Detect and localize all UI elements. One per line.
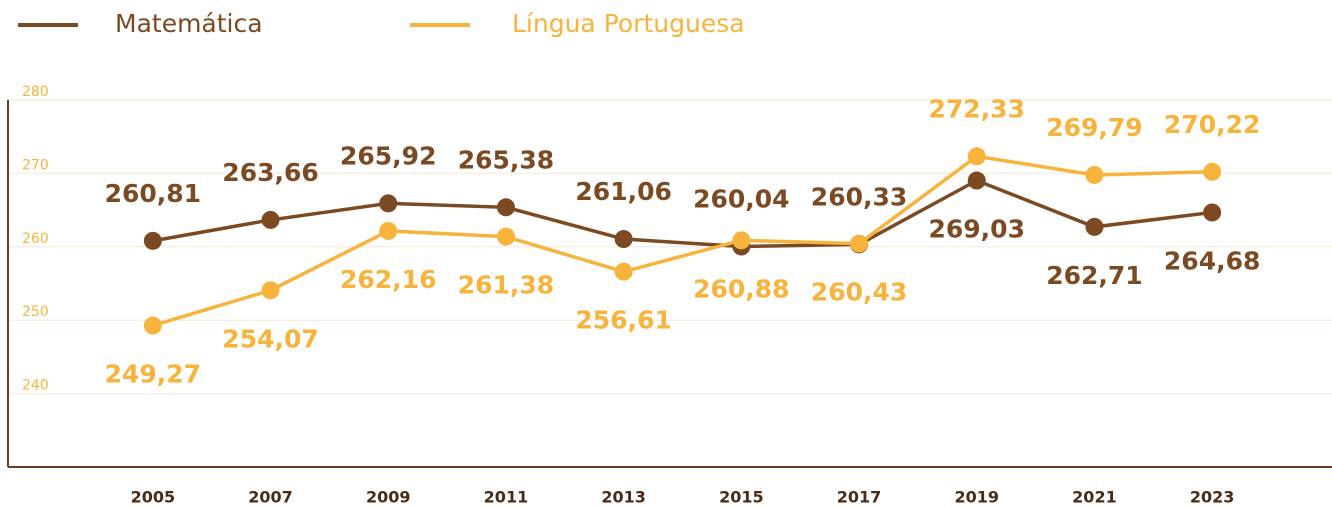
data-label: 262,16 <box>340 265 436 294</box>
x-tick-label: 2015 <box>719 488 764 506</box>
data-label: 269,03 <box>929 215 1025 244</box>
series-line <box>152 154 1213 328</box>
data-label: 265,92 <box>340 141 436 170</box>
data-point <box>496 227 515 246</box>
x-tick-label: 2011 <box>484 488 529 506</box>
data-point <box>732 231 751 250</box>
data-label: 261,06 <box>575 177 671 206</box>
data-label: 264,68 <box>1164 246 1260 275</box>
y-tick-label: 280 <box>22 84 49 100</box>
x-tick-label: 2013 <box>601 488 646 506</box>
x-tick-label: 2023 <box>1190 488 1235 506</box>
data-point <box>967 171 986 190</box>
data-label: 256,61 <box>575 306 671 335</box>
data-point <box>143 316 162 335</box>
legend-label: Matemática <box>115 9 263 38</box>
data-label: 249,27 <box>105 360 201 389</box>
series-line <box>152 178 1213 249</box>
x-tick-label: 2009 <box>366 488 411 506</box>
x-tick-label: 2017 <box>837 488 882 506</box>
x-tick-label: 2021 <box>1072 488 1117 506</box>
data-point <box>261 281 280 300</box>
data-label: 269,79 <box>1046 113 1142 142</box>
data-point <box>850 234 869 253</box>
y-tick-label: 240 <box>22 378 49 394</box>
data-point <box>1203 162 1222 181</box>
data-point <box>261 210 280 229</box>
data-label: 272,33 <box>929 94 1025 123</box>
data-point <box>967 147 986 166</box>
y-tick-label: 260 <box>22 231 49 247</box>
data-point <box>614 262 633 281</box>
data-label: 254,07 <box>222 324 318 353</box>
data-label: 263,66 <box>222 158 318 187</box>
data-point <box>379 221 398 240</box>
data-point <box>143 231 162 250</box>
data-label: 270,22 <box>1164 110 1260 139</box>
x-tick-label: 2019 <box>954 488 999 506</box>
y-tick-label: 250 <box>22 304 49 320</box>
data-label: 260,81 <box>105 179 201 208</box>
data-label: 265,38 <box>458 145 554 174</box>
legend-label: Língua Portuguesa <box>512 9 745 38</box>
data-point <box>496 198 515 217</box>
data-label: 260,43 <box>811 278 907 307</box>
data-point <box>1085 165 1104 184</box>
data-label: 262,71 <box>1046 261 1142 290</box>
data-label: 261,38 <box>458 271 554 300</box>
data-point <box>614 230 633 249</box>
data-point <box>1203 203 1222 222</box>
data-point <box>379 194 398 213</box>
y-tick-label: 270 <box>22 157 49 173</box>
x-tick-label: 2005 <box>131 488 176 506</box>
data-label: 260,04 <box>693 185 789 214</box>
data-point <box>1085 217 1104 236</box>
data-label: 260,88 <box>693 274 789 303</box>
data-label: 260,33 <box>811 182 907 211</box>
x-tick-label: 2007 <box>248 488 293 506</box>
